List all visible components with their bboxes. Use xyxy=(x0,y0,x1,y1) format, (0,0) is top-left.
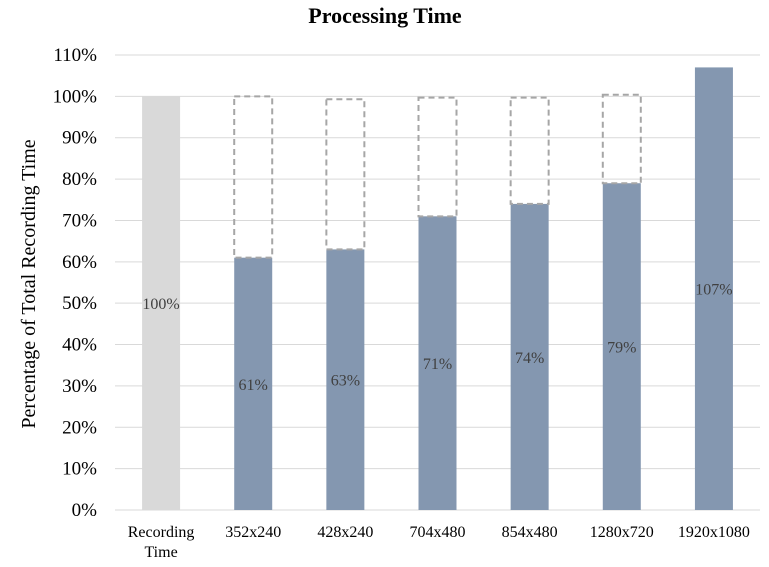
remainder-outline xyxy=(233,95,274,259)
x-tick-labels: Recording Time 352x240 428x240 704x480 854x48… xyxy=(128,524,750,561)
remainder-outline xyxy=(509,96,550,205)
y-tick-label: 60% xyxy=(62,252,97,273)
x-tick-label: 704x480 xyxy=(410,524,466,541)
bar xyxy=(510,203,549,510)
bar xyxy=(602,183,641,510)
y-tick-label: 0% xyxy=(72,500,98,521)
x-tick-label: 1280x720 xyxy=(590,524,654,541)
x-tick-label: 428x240 xyxy=(317,524,373,541)
bar xyxy=(142,96,181,510)
y-tick-label: 100% xyxy=(53,86,98,107)
y-tick-label: 110% xyxy=(53,45,97,66)
y-tick-label: 40% xyxy=(62,335,97,356)
y-tick-label: 70% xyxy=(62,210,97,231)
x-tick-label: 352x240 xyxy=(225,524,281,541)
x-tick-label: 854x480 xyxy=(502,524,558,541)
data-label: 61% xyxy=(239,377,268,394)
data-label: 71% xyxy=(423,356,452,373)
y-tick-label: 20% xyxy=(62,417,97,438)
data-label: 63% xyxy=(331,373,360,390)
data-label: 79% xyxy=(607,340,636,357)
x-tick-label: Recording xyxy=(128,524,195,541)
y-axis-label: Percentage of Total Recording Time xyxy=(18,139,40,428)
data-label: 100% xyxy=(142,296,179,313)
y-tick-label: 80% xyxy=(62,169,97,190)
y-tick-label: 50% xyxy=(62,293,97,314)
bar xyxy=(418,216,457,510)
bar xyxy=(234,257,273,510)
remainder-outline xyxy=(601,93,642,185)
data-label: 74% xyxy=(515,350,544,367)
bar xyxy=(326,249,365,510)
chart-title: Processing Time xyxy=(308,3,462,28)
bar xyxy=(694,67,733,510)
remainder-outline xyxy=(325,98,366,251)
remainder-outline xyxy=(417,96,458,218)
data-labels: 100% 61% 63% 71% 74% 79% 107% xyxy=(142,282,732,394)
y-tick-label: 90% xyxy=(62,128,97,149)
y-tick-label: 10% xyxy=(62,459,97,480)
x-tick-label: 1920x1080 xyxy=(678,524,750,541)
bars xyxy=(142,67,733,510)
data-label: 107% xyxy=(695,282,732,299)
y-tick-label: 30% xyxy=(62,376,97,397)
x-tick-label: Time xyxy=(144,544,177,561)
remainder-outlines xyxy=(233,93,642,259)
y-tick-labels: 0% 10% 20% 30% 40% 50% 60% 70% 80% 90% 100% 110% xyxy=(53,45,98,521)
